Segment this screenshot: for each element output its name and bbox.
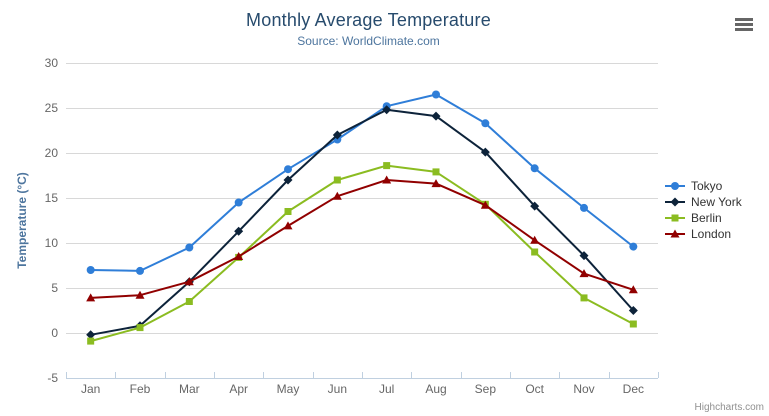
legend-marker-berlin[interactable] [671,214,679,222]
hamburger-icon [735,17,755,31]
data-point-berlin[interactable] [629,320,637,328]
legend: Tokyo New York Berlin London [664,178,742,242]
data-point-tokyo[interactable] [234,198,243,207]
data-point-london[interactable] [234,252,244,260]
data-point-berlin[interactable] [87,337,95,345]
series-london [86,175,638,302]
legend-label: Tokyo [691,179,723,193]
data-point-tokyo[interactable] [432,90,440,99]
x-axis-label: Sep [475,382,497,396]
series-line-london[interactable] [89,179,635,299]
legend-marker-london[interactable] [670,229,680,238]
data-point-new-york[interactable] [382,105,392,115]
data-point-berlin[interactable] [185,298,193,305]
x-axis-label: Jul [379,382,394,396]
data-point-tokyo[interactable] [530,164,539,173]
series-tokyo [86,90,638,275]
data-point-london[interactable] [530,235,540,244]
legend-item-tokyo[interactable]: Tokyo [664,178,742,194]
legend-label: London [691,227,732,241]
legend-item-new-york[interactable]: New York [664,194,742,210]
data-point-new-york[interactable] [234,226,244,236]
x-axis-label: Feb [130,382,151,396]
legend-symbol-square-icon [665,214,685,222]
series-line-new-york[interactable] [89,108,635,336]
legend-marker-new-york[interactable] [670,197,680,207]
data-point-london[interactable] [184,277,194,286]
y-axis-label: 25 [45,101,59,115]
data-point-berlin[interactable] [136,324,144,332]
legend-symbol-triangle-icon [665,229,685,238]
series-line-tokyo[interactable] [89,93,635,272]
data-point-berlin[interactable] [284,208,292,215]
data-point-tokyo[interactable] [185,243,194,252]
data-point-tokyo[interactable] [629,242,638,251]
data-point-berlin[interactable] [383,162,391,170]
y-axis-label: 15 [45,191,59,205]
y-axis-label: 5 [51,281,58,295]
x-axis-label: Mar [179,382,200,396]
data-point-new-york[interactable] [530,201,540,211]
data-point-london[interactable] [431,179,441,188]
legend-symbol-diamond-icon [665,197,685,207]
data-point-tokyo[interactable] [481,119,490,128]
data-point-new-york[interactable] [628,306,638,315]
data-point-london[interactable] [628,285,638,294]
data-point-new-york[interactable] [431,111,441,121]
data-point-tokyo[interactable] [136,266,144,275]
data-point-new-york[interactable] [283,175,293,185]
x-axis-label: Dec [623,382,644,396]
data-point-new-york[interactable] [579,251,589,261]
data-point-new-york[interactable] [86,330,96,340]
data-point-tokyo[interactable] [284,165,292,174]
x-axis-label: Jan [81,382,100,396]
data-point-tokyo[interactable] [86,266,95,274]
data-point-berlin[interactable] [333,176,341,184]
data-point-berlin[interactable] [580,294,588,302]
data-point-london[interactable] [579,269,589,278]
legend-marker-tokyo[interactable] [671,182,679,190]
data-point-london[interactable] [86,293,96,302]
legend-item-london[interactable]: London [664,226,742,242]
data-point-london[interactable] [382,175,392,184]
y-axis-label: 0 [51,326,58,340]
context-menu-button[interactable] [735,17,755,33]
series-new-york [86,105,638,340]
x-axis-label: Aug [425,382,446,396]
x-axis-label: May [277,382,300,396]
data-point-new-york[interactable] [332,130,342,140]
data-point-new-york[interactable] [480,147,490,157]
data-point-berlin[interactable] [531,248,539,256]
credits-link[interactable]: Highcharts.com [694,402,764,413]
data-point-london[interactable] [332,191,342,200]
y-axis-label: 20 [45,146,59,160]
y-axis-label: 10 [45,236,59,250]
data-point-london[interactable] [283,221,293,230]
legend-label: New York [691,195,742,209]
data-point-tokyo[interactable] [580,203,588,212]
legend-label: Berlin [691,211,722,225]
data-point-berlin[interactable] [432,168,440,176]
series-line-berlin[interactable] [89,164,635,343]
x-axis-label: Oct [525,382,544,396]
legend-item-berlin[interactable]: Berlin [664,210,742,226]
y-axis-label: 30 [45,56,59,70]
x-axis-label: Jun [328,382,347,396]
legend-symbol-circle-icon [665,182,685,190]
data-point-london[interactable] [480,200,490,209]
x-axis-label: Apr [229,382,248,396]
y-axis-label: -5 [47,371,58,385]
data-point-london[interactable] [135,290,145,299]
x-axis-label: Nov [573,382,594,396]
y-axis-title: Temperature (°C) [15,172,29,269]
